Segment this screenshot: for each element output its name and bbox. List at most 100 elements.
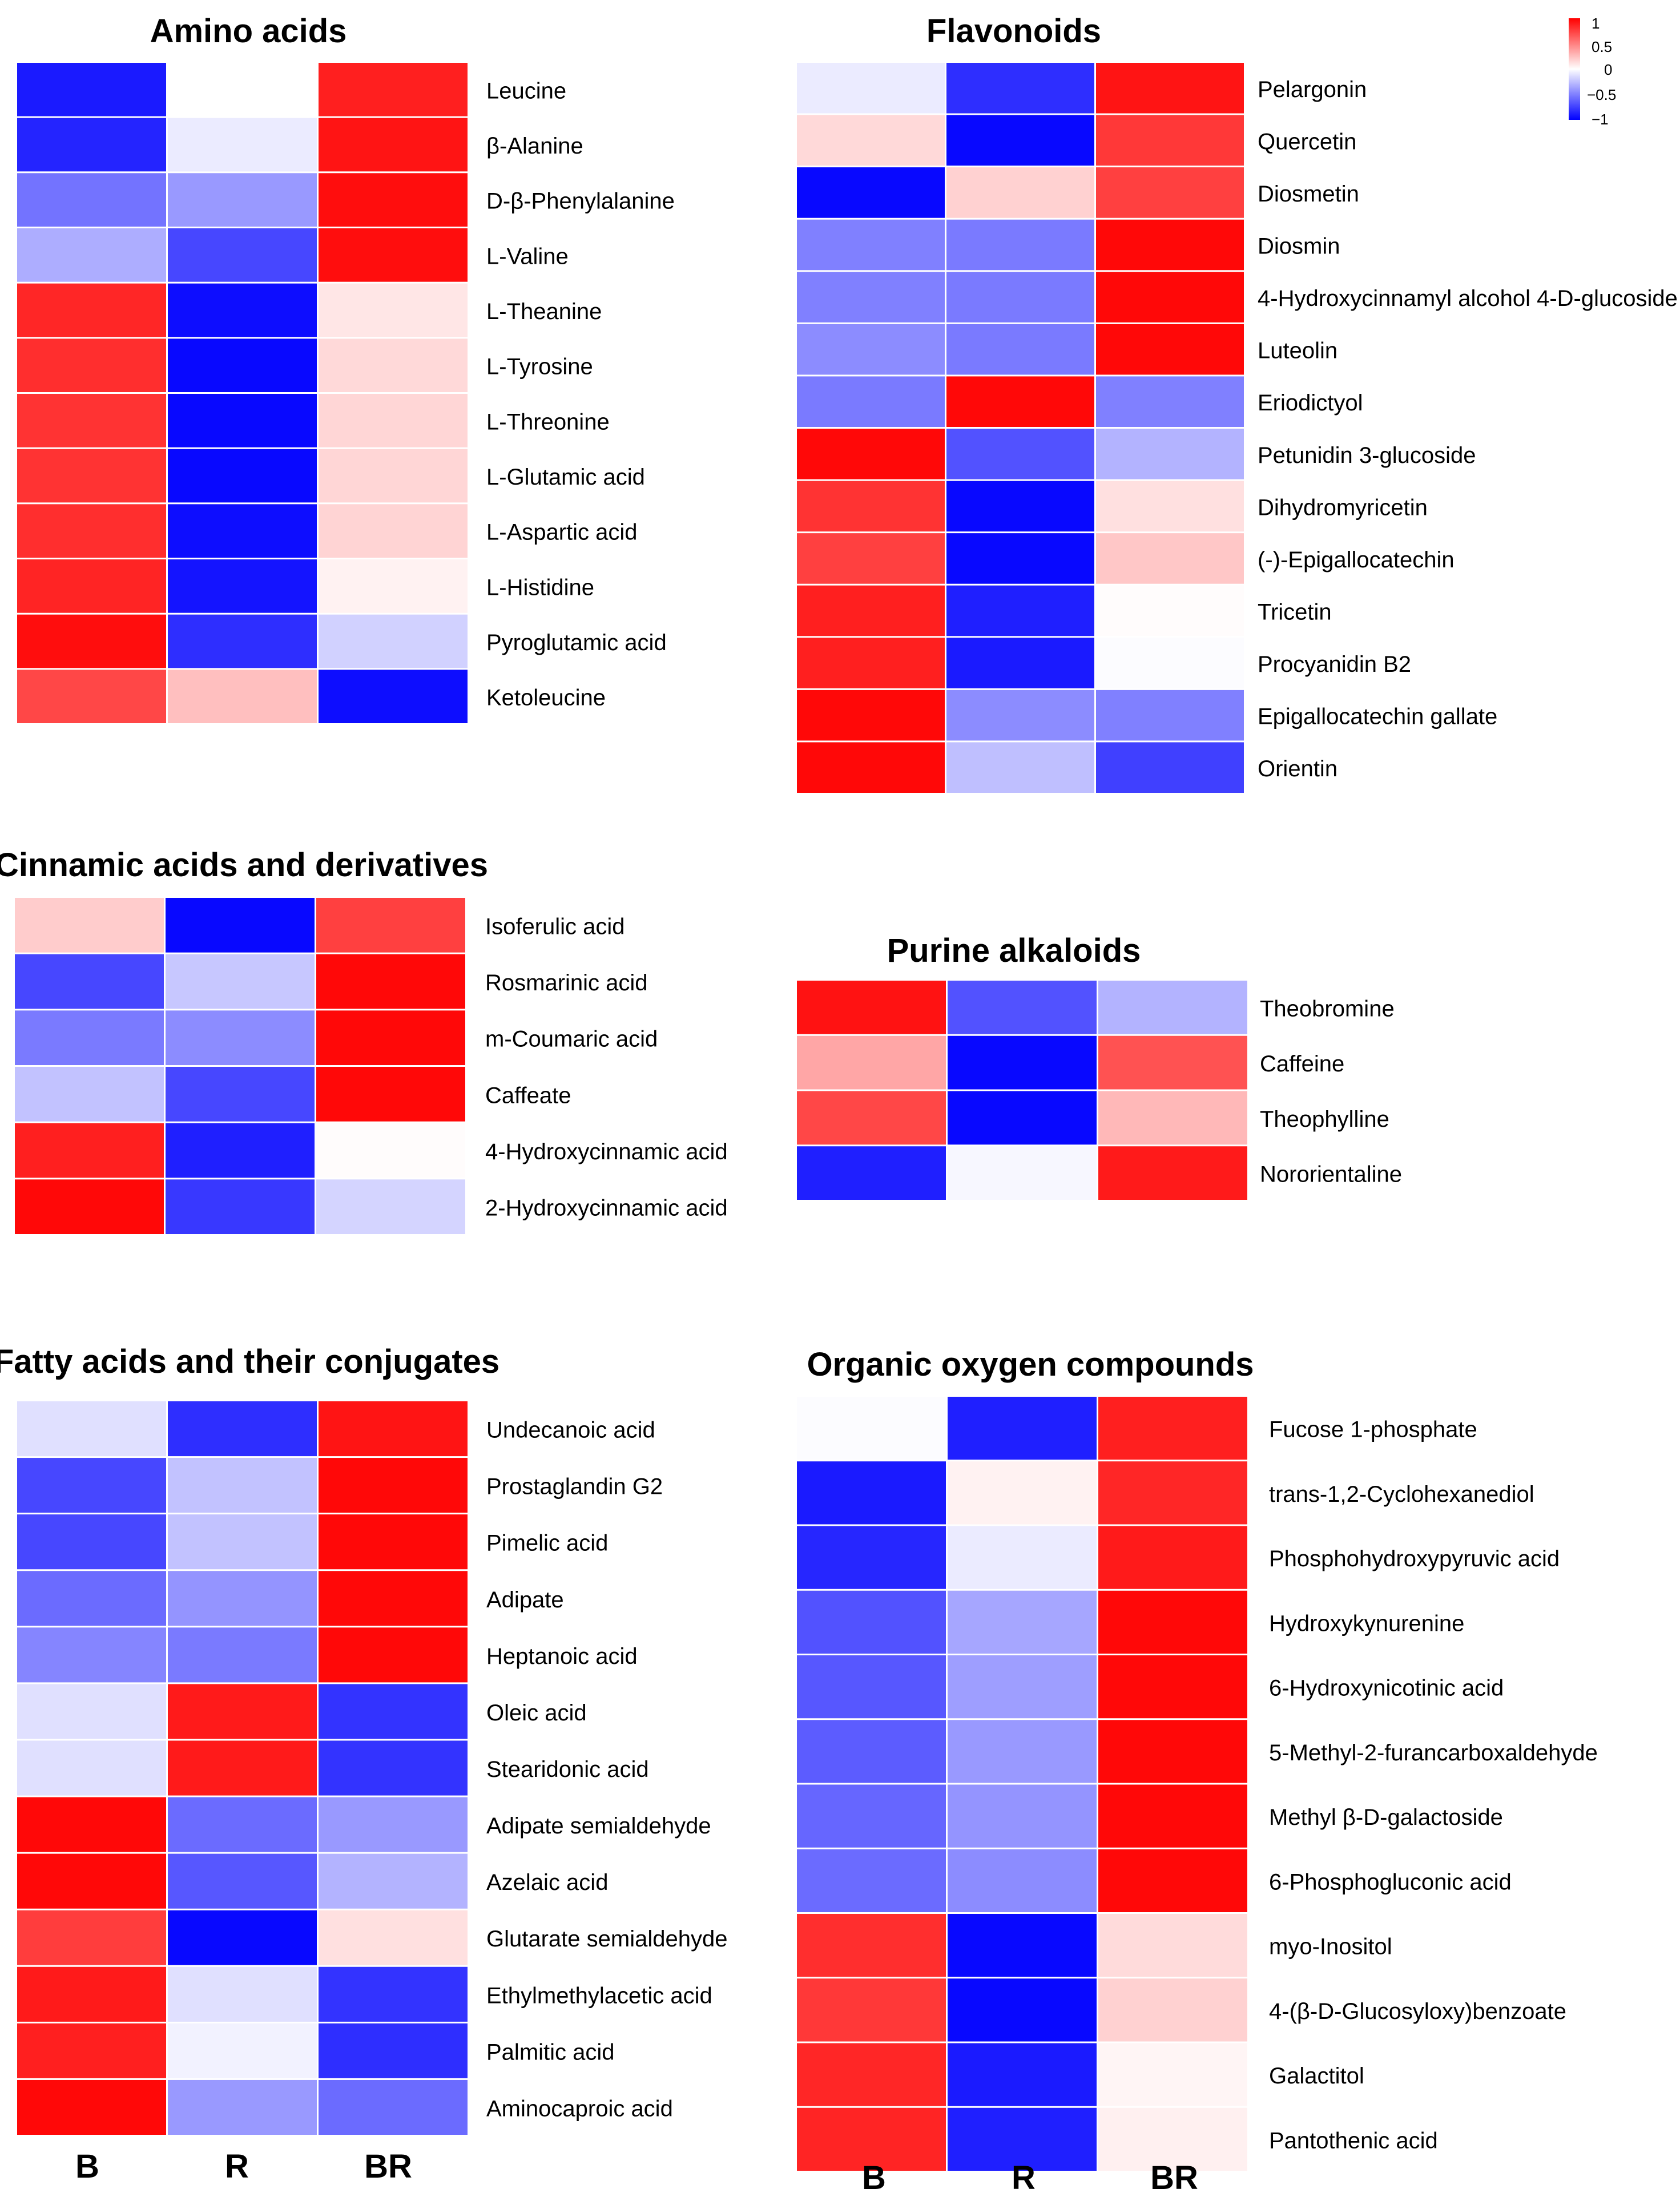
legend-tick-label: −0.5 [1587, 86, 1616, 103]
row-label: Nororientaline [1260, 1162, 1402, 1187]
heatmap-cell [17, 1514, 166, 1570]
heatmap-cell [168, 1571, 317, 1626]
heatmap-cell [1096, 533, 1244, 584]
heatmap-cell [319, 614, 468, 668]
heatmap-cell [319, 173, 468, 227]
row-label: Adipate semialdehyde [486, 1813, 711, 1839]
column-label-right-br: BR [1150, 2159, 1198, 2196]
row-label: Pyroglutamic acid [486, 630, 667, 655]
heatmap-cell [946, 429, 1094, 479]
heatmap-cell [1096, 115, 1244, 166]
row-label: Tricetin [1258, 600, 1332, 625]
heatmap-cell [319, 1966, 468, 2022]
column-label-left-br: BR [364, 2148, 412, 2185]
row-label: Aminocaproic acid [486, 2096, 673, 2121]
heatmap-cell [948, 1849, 1097, 1912]
heatmap-cell [797, 1397, 946, 1460]
heatmap-cell [168, 63, 317, 116]
heatmap-cell [168, 1458, 317, 1513]
row-label: L-Valine [486, 244, 569, 269]
heatmap-cell [1098, 1091, 1247, 1145]
heatmap-cell [948, 1091, 1097, 1145]
row-label: (-)-Epigallocatechin [1258, 547, 1455, 573]
heatmap-cell [1096, 690, 1244, 741]
row-label: Quercetin [1258, 129, 1356, 154]
heatmap-cell [17, 63, 166, 116]
heatmap-cell [948, 1784, 1097, 1848]
heatmap-cell [166, 954, 315, 1009]
heatmap-cell [797, 272, 945, 323]
row-label: Pelargonin [1258, 77, 1367, 102]
row-label: L-Tyrosine [486, 354, 593, 380]
heatmap-cell [316, 898, 465, 953]
heatmap-cell [17, 670, 166, 723]
heatmap-cell [797, 1720, 946, 1783]
heatmap-cell [1098, 1978, 1247, 2042]
heatmap-cell [1096, 638, 1244, 688]
heatmap-cell [946, 63, 1094, 114]
heatmap-cell [946, 115, 1094, 166]
heatmap-cell [797, 2043, 946, 2106]
row-label: Ketoleucine [486, 686, 606, 711]
heatmap-cell [166, 1067, 315, 1122]
heatmap-organic-oxygen: Fucose 1-phosphate trans-1,2-Cyclohexaned… [797, 1397, 1598, 2171]
heatmap-amino-acids: Leucine β-Alanine D-β-Phenylalanine L-Valin… [17, 63, 675, 723]
row-label: Epigallocatechin gallate [1258, 704, 1497, 729]
row-label: Oleic acid [486, 1700, 587, 1726]
heatmap-cell [319, 1571, 468, 1626]
heatmap-cell [319, 283, 468, 337]
row-label: Diosmin [1258, 234, 1340, 259]
row-label: Palmitic acid [486, 2039, 615, 2065]
heatmap-cell [168, 1966, 317, 2022]
heatmap-cell [797, 1526, 946, 1589]
heatmap-cell [319, 1514, 468, 1570]
heatmap-cell [17, 1627, 166, 1683]
heatmap-cell [797, 167, 945, 218]
heatmap-flavonoids: Pelargonin Quercetin Diosmetin Diosmin 4-Hyd… [797, 63, 1678, 793]
heatmap-cell [797, 1655, 946, 1719]
column-label-right-b: B [862, 2159, 886, 2196]
heatmap-cell [797, 742, 945, 793]
heatmap-cell [17, 338, 166, 392]
row-label: Fucose 1-phosphate [1269, 1417, 1477, 1442]
column-label-left-b: B [75, 2148, 99, 2185]
heatmap-cell [1098, 1146, 1247, 1200]
heatmap-cell [319, 670, 468, 723]
heatmap-cell [1098, 2043, 1247, 2106]
heatmap-cell [319, 2079, 468, 2135]
column-label-left-r: R [225, 2148, 249, 2185]
heatmap-cell [17, 118, 166, 172]
row-label: trans-1,2-Cyclohexanediol [1269, 1482, 1534, 1507]
heatmap-cell [168, 1797, 317, 1852]
heatmap-cell [17, 1401, 166, 1457]
heatmap-cell [316, 1067, 465, 1122]
heatmap-cell [17, 1571, 166, 1626]
heatmap-cell [797, 115, 945, 166]
heatmap-cell [168, 504, 317, 558]
heatmap-cell [797, 481, 945, 532]
heatmap-cell [168, 2023, 317, 2078]
heatmap-cell [1096, 376, 1244, 427]
row-label: Methyl β-D-galactoside [1269, 1805, 1503, 1830]
heatmap-cell [168, 1401, 317, 1457]
heatmap-cell [1098, 1655, 1247, 1719]
heatmap-cell [946, 219, 1094, 271]
heatmap-cell [17, 1853, 166, 1909]
heatmap-cell [168, 670, 317, 723]
heatmap-cell [948, 1590, 1097, 1654]
row-label: Pimelic acid [486, 1531, 608, 1556]
row-label: Luteolin [1258, 338, 1337, 364]
heatmap-cell [168, 449, 317, 503]
heatmap-cell [319, 394, 468, 448]
heatmap-cell [948, 1978, 1097, 2042]
heatmap-cell [319, 2023, 468, 2078]
heatmap-cell [797, 2107, 946, 2171]
heatmap-cell [1098, 1849, 1247, 1912]
panel-title-flavonoids: Flavonoids [926, 13, 1101, 50]
row-label: Phosphohydroxypyruvic acid [1269, 1546, 1560, 1571]
row-label: Undecanoic acid [486, 1418, 655, 1443]
row-label: Theophylline [1260, 1107, 1389, 1132]
row-label: 6-Hydroxynicotinic acid [1269, 1676, 1504, 1701]
heatmap-cell [319, 1458, 468, 1513]
row-label: L-Histidine [486, 575, 594, 600]
